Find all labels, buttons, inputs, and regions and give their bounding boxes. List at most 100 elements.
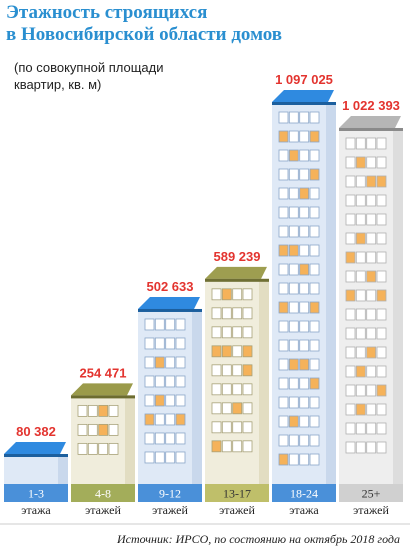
building-window bbox=[355, 327, 366, 340]
building-window bbox=[345, 175, 356, 188]
building-window bbox=[355, 365, 366, 378]
building-window bbox=[299, 396, 310, 409]
building-window bbox=[309, 130, 320, 143]
building-window bbox=[154, 318, 165, 331]
building-window bbox=[154, 413, 165, 426]
building-window bbox=[366, 403, 377, 416]
building-window bbox=[98, 404, 109, 417]
category-label: 18-24 bbox=[290, 487, 318, 501]
building-side bbox=[326, 102, 336, 484]
building-window bbox=[278, 434, 289, 447]
category-label-box bbox=[138, 484, 202, 502]
building-window bbox=[299, 377, 310, 390]
building-window bbox=[309, 168, 320, 181]
value-label: 80 382 bbox=[16, 424, 56, 439]
building-window bbox=[309, 453, 320, 466]
building-window bbox=[376, 365, 387, 378]
building-window bbox=[309, 225, 320, 238]
building-window bbox=[355, 422, 366, 435]
chart-title: Этажность строящихся в Новосибирской обл… bbox=[6, 2, 406, 46]
building-window bbox=[376, 346, 387, 359]
building-window bbox=[299, 168, 310, 181]
building-roof-edge bbox=[339, 127, 403, 131]
building-window bbox=[165, 375, 176, 388]
building-window bbox=[221, 402, 232, 415]
building-window bbox=[242, 364, 253, 377]
building-window bbox=[309, 111, 320, 124]
building-window bbox=[278, 225, 289, 238]
building-window bbox=[309, 415, 320, 428]
building-window bbox=[299, 187, 310, 200]
building-window bbox=[175, 432, 186, 445]
chart-subtitle-line-1: (по совокупной площади bbox=[14, 60, 164, 75]
building-roof-edge bbox=[272, 102, 336, 105]
building-window bbox=[154, 432, 165, 445]
building-window bbox=[366, 270, 377, 283]
building-window bbox=[175, 394, 186, 407]
building-window bbox=[366, 232, 377, 245]
building-window bbox=[288, 339, 299, 352]
building-window bbox=[211, 383, 222, 396]
building-window bbox=[144, 356, 155, 369]
building-window bbox=[154, 375, 165, 388]
building-window bbox=[366, 441, 377, 454]
building-window bbox=[232, 364, 243, 377]
value-label: 589 239 bbox=[214, 249, 261, 264]
category-unit-label: этажей bbox=[219, 503, 255, 517]
building-side bbox=[125, 395, 135, 484]
building-window bbox=[309, 377, 320, 390]
chart-subtitle-line-2: квартир, кв. м) bbox=[14, 77, 102, 92]
building-window bbox=[376, 156, 387, 169]
building-window bbox=[232, 421, 243, 434]
building-window bbox=[288, 358, 299, 371]
building-window bbox=[232, 440, 243, 453]
building-window bbox=[221, 345, 232, 358]
building-window bbox=[288, 206, 299, 219]
category-unit-label: этажей bbox=[353, 503, 389, 517]
building-window bbox=[144, 413, 155, 426]
building-window bbox=[278, 415, 289, 428]
building-window bbox=[376, 232, 387, 245]
building-window bbox=[355, 194, 366, 207]
building-window bbox=[288, 168, 299, 181]
building-window bbox=[288, 111, 299, 124]
building-window bbox=[165, 451, 176, 464]
chart-title-line-2: в Новосибирской области домов bbox=[6, 24, 283, 45]
building-window bbox=[299, 358, 310, 371]
category-label: 1-3 bbox=[28, 487, 44, 501]
building-window bbox=[309, 434, 320, 447]
building-window bbox=[242, 402, 253, 415]
building-window bbox=[345, 156, 356, 169]
value-label: 1 097 025 bbox=[275, 72, 333, 87]
building-window bbox=[355, 213, 366, 226]
building-window bbox=[221, 421, 232, 434]
building-bar: 1 022 393 25+ этажей bbox=[339, 98, 403, 517]
building-window bbox=[154, 451, 165, 464]
building-roof-edge bbox=[138, 308, 202, 312]
building-window bbox=[144, 375, 155, 388]
category-unit-label: этажей bbox=[85, 503, 121, 517]
building-roof bbox=[71, 383, 133, 396]
building-window bbox=[355, 384, 366, 397]
building-window bbox=[278, 301, 289, 314]
building-window bbox=[211, 440, 222, 453]
category-unit-label: этажа bbox=[21, 503, 51, 517]
building-window bbox=[366, 422, 377, 435]
building-window bbox=[144, 451, 155, 464]
building-roof bbox=[205, 266, 267, 279]
building-window bbox=[211, 307, 222, 320]
building-window bbox=[355, 289, 366, 302]
value-label: 254 471 bbox=[80, 365, 127, 380]
building-window bbox=[278, 453, 289, 466]
building-window bbox=[87, 404, 98, 417]
building-window bbox=[345, 403, 356, 416]
building-window bbox=[242, 288, 253, 301]
building-window bbox=[175, 356, 186, 369]
category-label: 9-12 bbox=[159, 487, 181, 501]
building-bar: 254 471 4-8 этажей bbox=[71, 365, 135, 517]
building-window bbox=[98, 423, 109, 436]
building-window bbox=[154, 337, 165, 350]
building-window bbox=[278, 282, 289, 295]
building-window bbox=[376, 213, 387, 226]
building-window bbox=[165, 432, 176, 445]
